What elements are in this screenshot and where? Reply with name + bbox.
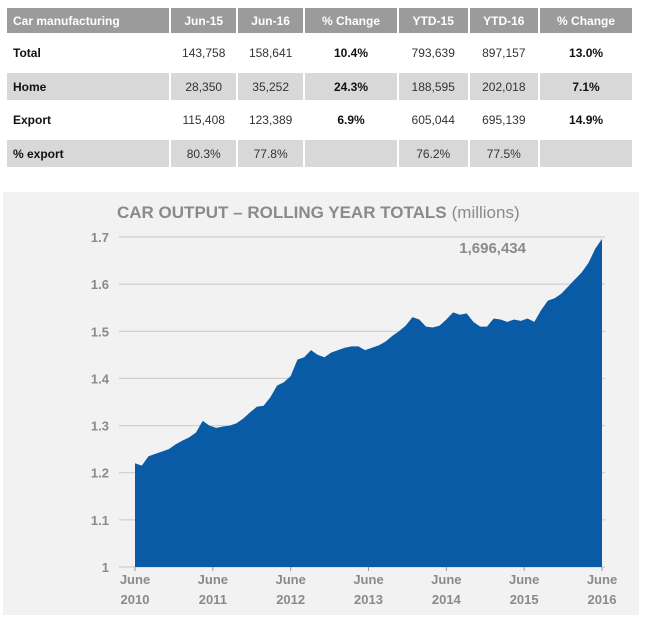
x-tick-label: June (120, 572, 150, 587)
table-cell: 13.0% (540, 35, 632, 71)
header-car-manufacturing: Car manufacturing (7, 8, 170, 33)
y-tick-label: 1.5 (91, 324, 109, 339)
x-axis: June 2010 June 2011 June 2012 June 2013 June 2014… (120, 567, 617, 607)
y-axis: 1.7 1.6 1.5 1.4 1.3 1.2 1.1 1 (91, 230, 110, 575)
table-cell: 695,139 (469, 102, 539, 138)
table-cell: 24.3% (305, 73, 397, 100)
output-area (135, 238, 602, 567)
row-label: Total (7, 35, 170, 71)
table-cell: 80.3% (171, 140, 237, 167)
header-ytd-16: YTD-16 (469, 8, 539, 33)
table-cell: 77.8% (238, 140, 304, 167)
header-pct-change-month: % Change (305, 8, 397, 33)
table-cell: 7.1% (540, 73, 632, 100)
y-tick-label: 1.6 (91, 277, 109, 292)
table-cell: 897,157 (469, 35, 539, 71)
header-ytd-15: YTD-15 (398, 8, 468, 33)
x-tick-label: June (275, 572, 305, 587)
header-jun-16: Jun-16 (238, 8, 304, 33)
x-tick-label: 2011 (199, 592, 227, 607)
peak-annotation: 1,696,434 (459, 240, 526, 257)
table-row: Export 115,408 123,389 6.9% 605,044 695,… (7, 102, 632, 138)
table-cell: 6.9% (305, 102, 397, 138)
car-output-chart: CAR OUTPUT – ROLLING YEAR TOTALS (million… (91, 203, 617, 607)
table-cell: 28,350 (171, 73, 237, 100)
y-tick-label: 1.7 (91, 230, 109, 245)
table-cell: 605,044 (398, 102, 468, 138)
x-tick-label: June (587, 572, 617, 587)
x-tick-label: 2016 (588, 592, 617, 607)
table-cell: 10.4% (305, 35, 397, 71)
x-tick-label: June (509, 572, 539, 587)
header-jun-15: Jun-15 (171, 8, 237, 33)
table-cell: 123,389 (238, 102, 304, 138)
chart-title-suffix: (millions) (452, 203, 520, 222)
y-tick-label: 1.1 (91, 513, 109, 528)
table-row: % export 80.3% 77.8% 76.2% 77.5% (7, 140, 632, 167)
x-tick-label: 2013 (354, 592, 383, 607)
y-tick-label: 1.3 (91, 419, 109, 434)
x-tick-label: 2012 (276, 592, 305, 607)
x-tick-label: 2014 (432, 592, 462, 607)
table-cell (540, 140, 632, 167)
row-label: Export (7, 102, 170, 138)
table-cell: 188,595 (398, 73, 468, 100)
table-cell: 76.2% (398, 140, 468, 167)
table-cell: 143,758 (171, 35, 237, 71)
x-tick-label: June (198, 572, 228, 587)
header-pct-change-ytd: % Change (540, 8, 632, 33)
x-tick-label: 2015 (510, 592, 539, 607)
x-tick-label: June (353, 572, 383, 587)
y-tick-label: 1 (102, 560, 109, 575)
chart-title-main: CAR OUTPUT – ROLLING YEAR TOTALS (117, 203, 447, 222)
table-header-row: Car manufacturing Jun-15 Jun-16 % Change… (7, 8, 632, 33)
table-row: Home 28,350 35,252 24.3% 188,595 202,018… (7, 73, 632, 100)
table-cell: 793,639 (398, 35, 468, 71)
table-cell: 77.5% (469, 140, 539, 167)
table-cell: 115,408 (171, 102, 237, 138)
table-cell: 35,252 (238, 73, 304, 100)
car-manufacturing-table: Car manufacturing Jun-15 Jun-16 % Change… (5, 6, 634, 169)
table-cell (305, 140, 397, 167)
row-label: % export (7, 140, 170, 167)
y-tick-label: 1.4 (91, 371, 110, 386)
x-tick-label: 2010 (121, 592, 150, 607)
x-tick-label: June (431, 572, 461, 587)
row-label: Home (7, 73, 170, 100)
table-row: Total 143,758 158,641 10.4% 793,639 897,… (7, 35, 632, 71)
table-cell: 14.9% (540, 102, 632, 138)
chart-panel: CAR OUTPUT – ROLLING YEAR TOTALS (million… (3, 192, 639, 615)
table-cell: 158,641 (238, 35, 304, 71)
chart-title: CAR OUTPUT – ROLLING YEAR TOTALS (million… (117, 203, 520, 222)
y-tick-label: 1.2 (91, 466, 109, 481)
table-cell: 202,018 (469, 73, 539, 100)
